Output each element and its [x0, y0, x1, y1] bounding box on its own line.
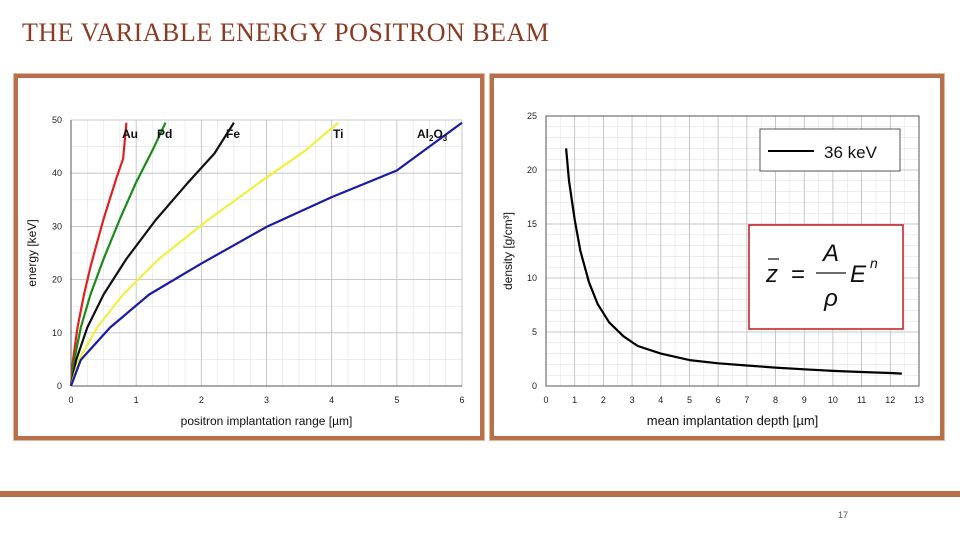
- x-tick-label: 4: [658, 395, 663, 405]
- series-line-au: [69, 122, 128, 387]
- x-axis-title: mean implantation depth [µm]: [647, 413, 819, 428]
- x-tick-label: 3: [630, 395, 635, 405]
- y-tick-label: 0: [532, 381, 537, 391]
- density-depth-chart-frame: 0 1 2 3 4 5 6 7 8 9 10 11 12 13 0 5 10 15 20 25 mean implant…: [490, 74, 944, 440]
- y-tick-label: 20: [52, 275, 62, 285]
- x-tick-label: 7: [744, 395, 749, 405]
- x-tick-label: 9: [802, 395, 807, 405]
- x-tick-label: 0: [543, 395, 548, 405]
- page-number: 17: [838, 510, 849, 520]
- slide-title: THE VARIABLE ENERGY POSITRON BEAM: [22, 18, 550, 47]
- x-tick-label: 8: [773, 395, 778, 405]
- x-tick-label: 1: [572, 395, 577, 405]
- y-tick-label: 0: [57, 381, 62, 391]
- x-tick-label: 4: [329, 395, 334, 405]
- plot-frame: [545, 115, 920, 387]
- x-tick-label: 13: [914, 395, 924, 405]
- y-tick-label: 25: [527, 111, 537, 121]
- x-axis-title: positron implantation range [µm]: [181, 414, 353, 428]
- series-label-au: Au: [122, 127, 138, 141]
- x-tick-label: 11: [857, 395, 866, 405]
- x-tick-label: 2: [601, 395, 606, 405]
- footer-band: [0, 491, 960, 497]
- legend-label: 36 keV: [824, 143, 878, 162]
- y-tick-label: 5: [532, 327, 537, 337]
- y-tick-label: 20: [527, 165, 537, 175]
- y-tick-label: 40: [52, 168, 62, 178]
- y-tick-label: 15: [527, 219, 537, 229]
- formula-denominator: ρ: [823, 285, 838, 312]
- energy-range-chart: 0 1 2 3 4 5 6 0 10 20 30 40 50 positron implantation …: [25, 115, 465, 428]
- series-line-ti: [69, 121, 339, 387]
- formula-base: E: [850, 261, 867, 288]
- series-label-al2o3: Al2O3: [417, 127, 448, 143]
- y-axis-title: energy [keV]: [25, 219, 39, 286]
- series-label-pd: Pd: [157, 127, 172, 141]
- formula-exponent: n: [870, 255, 878, 271]
- formula-numerator: A: [821, 240, 839, 267]
- x-tick-label: 5: [687, 395, 692, 405]
- series-label-fe: Fe: [226, 127, 240, 141]
- y-tick-label: 10: [527, 273, 537, 283]
- x-tick-label: 5: [394, 395, 399, 405]
- formula-box: [748, 224, 904, 330]
- series-line-pd: [69, 122, 167, 387]
- x-tick-label: 0: [68, 395, 73, 405]
- formula-z: z: [765, 261, 778, 288]
- x-tick-label: 6: [716, 395, 721, 405]
- series-line-al2o3: [69, 121, 463, 387]
- x-tick-label: 3: [264, 395, 269, 405]
- series-label-ti: Ti: [333, 127, 343, 141]
- series-line-fe: [69, 122, 235, 387]
- y-tick-label: 10: [52, 328, 62, 338]
- y-tick-label: 50: [52, 115, 62, 125]
- x-tick-label: 10: [828, 395, 838, 405]
- formula-equals: =: [791, 261, 805, 288]
- y-tick-label: 30: [52, 221, 62, 231]
- x-tick-label: 6: [459, 395, 464, 405]
- x-tick-label: 12: [885, 395, 895, 405]
- y-axis-title: density [g/cm³]: [501, 212, 515, 290]
- x-tick-label: 1: [134, 395, 139, 405]
- series-line-36-kev: [565, 148, 902, 375]
- energy-range-chart-frame: 0 1 2 3 4 5 6 0 10 20 30 40 50 positron implantation …: [14, 74, 484, 440]
- x-tick-label: 2: [199, 395, 204, 405]
